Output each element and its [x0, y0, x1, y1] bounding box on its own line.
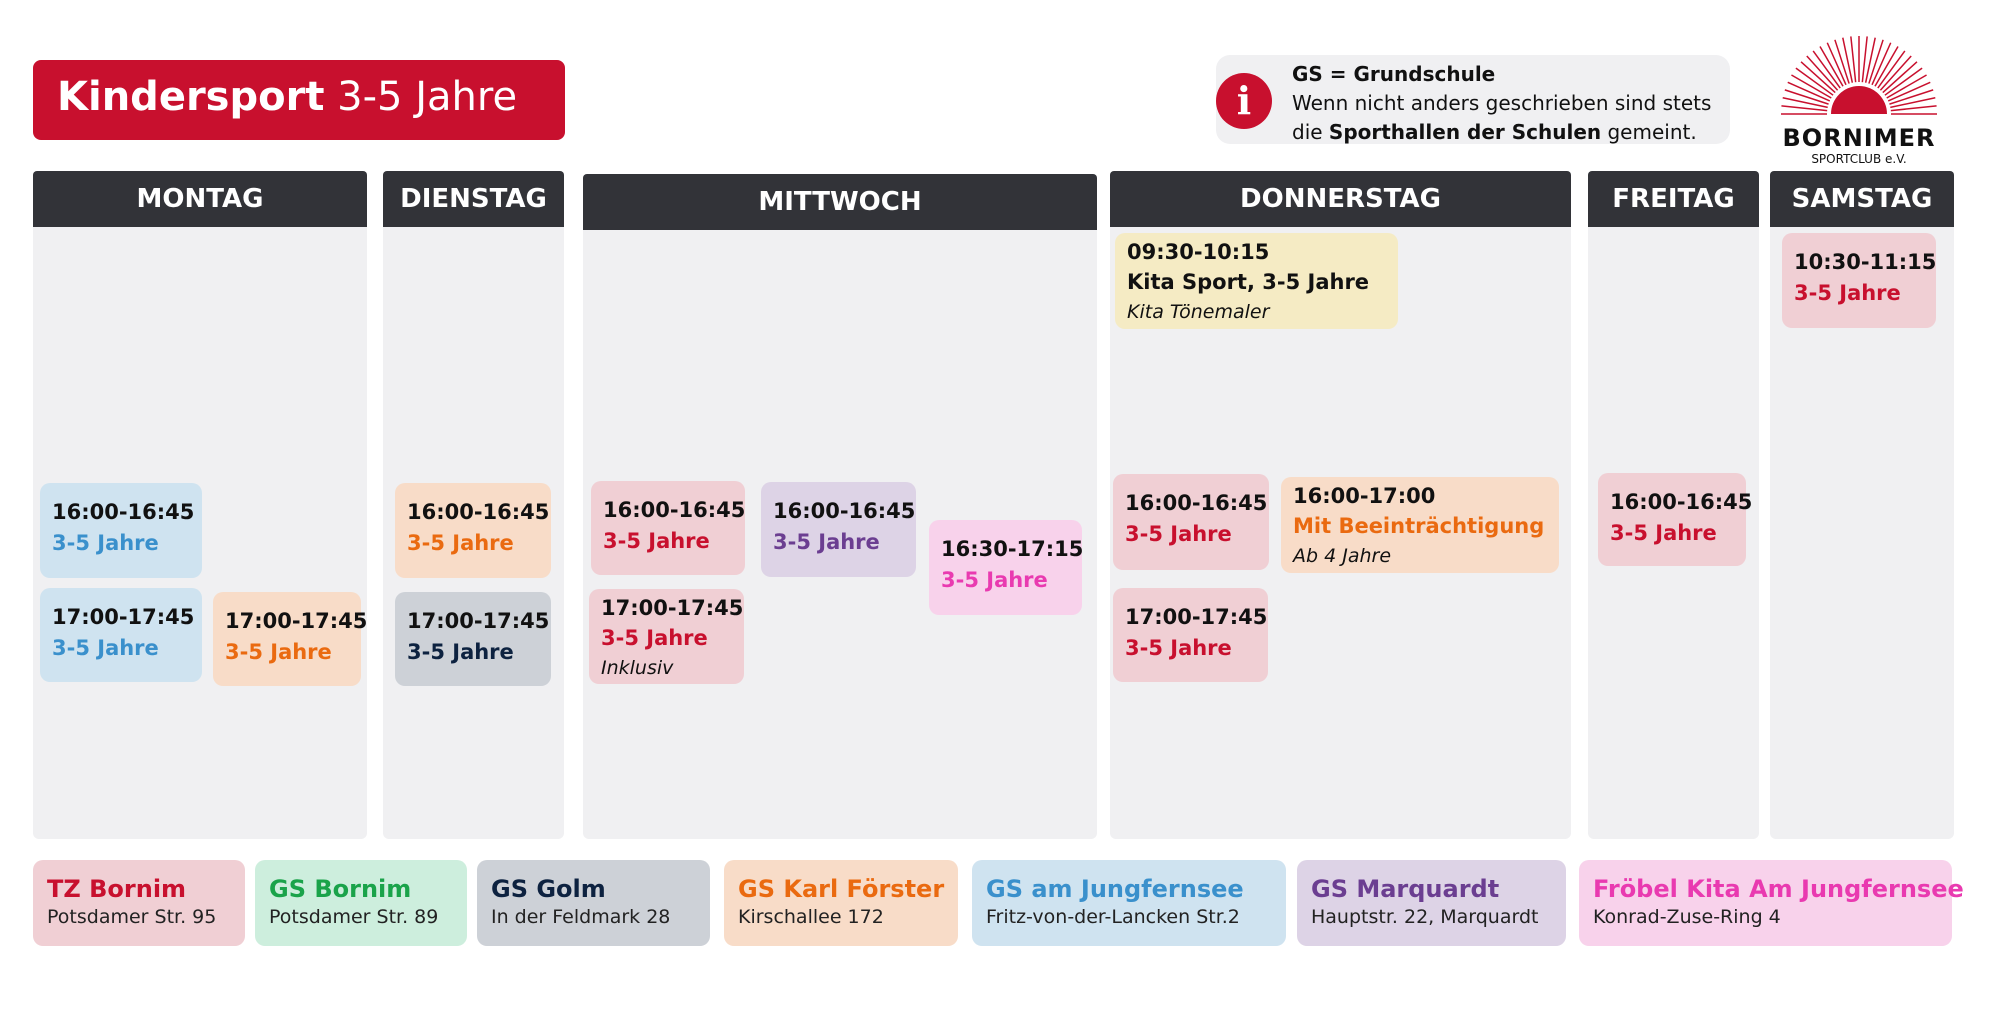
card-time: 16:00-16:45 [603, 498, 746, 522]
location-legend-item: GS Karl Förster Kirschallee 172 [724, 860, 958, 946]
location-legend-item: TZ Bornim Potsdamer Str. 95 [33, 860, 245, 946]
info-line1: GS = Grundschule [1292, 62, 1496, 86]
day-header: FREITAG [1588, 171, 1759, 227]
class-card: 16:00-16:45 3-5 Jahre [1598, 473, 1753, 566]
class-card: 16:00-17:00 Mit Beeinträchtigung Ab 4 Jahr… [1281, 477, 1559, 573]
day-header: MITTWOCH [583, 174, 1097, 230]
class-card: 17:00-17:45 3-5 Jahre [395, 592, 551, 686]
location-legend-item: GS Bornim Potsdamer Str. 89 [255, 860, 467, 946]
card-label: 3-5 Jahre [52, 531, 159, 555]
class-card: 16:30-17:15 3-5 Jahre [929, 520, 1084, 615]
card-label: 3-5 Jahre [407, 531, 514, 555]
card-label: 3-5 Jahre [1125, 636, 1232, 660]
location-name: GS am Jungfernsee [986, 875, 1244, 903]
info-box: i GS = Grundschule Wenn nicht anders ges… [1216, 55, 1730, 144]
class-card: 16:00-16:45 3-5 Jahre [761, 482, 916, 577]
card-time: 17:00-17:45 [225, 609, 368, 633]
location-legend-item: Fröbel Kita Am Jungfernsee Konrad-Zuse-Ri… [1579, 860, 1964, 946]
card-label: 3-5 Jahre [1794, 281, 1901, 305]
club-logo: BORNIMER SPORTCLUB e.V. [1779, 26, 1939, 166]
card-time: 09:30-10:15 [1127, 240, 1270, 264]
location-name: GS Bornim [269, 875, 412, 903]
class-card: 16:00-16:45 3-5 Jahre [395, 483, 551, 578]
card-time: 16:30-17:15 [941, 537, 1084, 561]
info-line3: die Sporthallen der Schulen gemeint. [1292, 120, 1697, 144]
class-card: 10:30-11:15 3-5 Jahre [1782, 233, 1936, 328]
card-time: 17:00-17:45 [601, 596, 744, 620]
card-label: 3-5 Jahre [52, 636, 159, 660]
location-name: GS Karl Förster [738, 875, 945, 903]
card-time: 16:00-16:45 [52, 500, 195, 524]
card-time: 16:00-17:00 [1293, 484, 1436, 508]
location-address: Potsdamer Str. 95 [47, 906, 217, 928]
card-time: 17:00-17:45 [1125, 605, 1268, 629]
card-label: 3-5 Jahre [1610, 521, 1717, 545]
info-icon: i [1216, 73, 1272, 129]
day-header: DIENSTAG [383, 171, 564, 227]
location-address: Konrad-Zuse-Ring 4 [1593, 906, 1781, 928]
class-card: 17:00-17:45 3-5 Jahre Inklusiv [589, 589, 744, 684]
location-address: Kirschallee 172 [738, 906, 884, 928]
location-name: Fröbel Kita Am Jungfernsee [1593, 875, 1964, 903]
class-card: 16:00-16:45 3-5 Jahre [591, 481, 745, 575]
card-label: 3-5 Jahre [407, 640, 514, 664]
card-note: Inklusiv [601, 657, 674, 679]
card-label: 3-5 Jahre [1125, 522, 1232, 546]
sun-logo-icon [1781, 36, 1937, 115]
page-title: Kindersport 3-5 Jahre [33, 60, 565, 140]
logo-sub: SPORTCLUB e.V. [1811, 152, 1907, 166]
logo-name: BORNIMER [1782, 124, 1936, 152]
card-time: 16:00-16:45 [1610, 490, 1753, 514]
class-card: 17:00-17:45 3-5 Jahre [213, 592, 368, 686]
card-label: Kita Sport, 3-5 Jahre [1127, 270, 1370, 294]
title-bold: Kindersport [57, 74, 325, 120]
card-label: 3-5 Jahre [603, 529, 710, 553]
card-label: 3-5 Jahre [773, 530, 880, 554]
class-card: 09:30-10:15 Kita Sport, 3-5 Jahre Kita Tön… [1115, 233, 1398, 329]
location-name: GS Golm [491, 875, 606, 903]
location-address: In der Feldmark 28 [491, 906, 671, 928]
location-legend-item: GS Marquardt Hauptstr. 22, Marquardt [1297, 860, 1566, 946]
day-header: MONTAG [33, 171, 367, 227]
location-legend-item: GS Golm In der Feldmark 28 [477, 860, 710, 946]
card-time: 10:30-11:15 [1794, 250, 1937, 274]
card-time: 16:00-16:45 [1125, 491, 1268, 515]
card-note: Ab 4 Jahre [1293, 545, 1392, 567]
card-time: 17:00-17:45 [52, 605, 195, 629]
location-name: TZ Bornim [47, 875, 187, 903]
location-address: Fritz-von-der-Lancken Str.2 [986, 906, 1240, 928]
title-rest: 3-5 Jahre [337, 74, 518, 120]
location-legend-item: GS am Jungfernsee Fritz-von-der-Lancken S… [972, 860, 1286, 946]
day-header: DONNERSTAG [1110, 171, 1571, 227]
card-time: 16:00-16:45 [773, 499, 916, 523]
card-time: 16:00-16:45 [407, 500, 550, 524]
card-label: 3-5 Jahre [225, 640, 332, 664]
card-label: Mit Beeinträchtigung [1293, 514, 1545, 538]
location-address: Potsdamer Str. 89 [269, 906, 439, 928]
info-line2: Wenn nicht anders geschrieben sind stets [1292, 91, 1712, 115]
card-label: 3-5 Jahre [941, 568, 1048, 592]
class-card: 16:00-16:45 3-5 Jahre [1113, 474, 1269, 570]
card-time: 17:00-17:45 [407, 609, 550, 633]
location-address: Hauptstr. 22, Marquardt [1311, 906, 1539, 928]
class-card: 17:00-17:45 3-5 Jahre [40, 588, 202, 682]
card-label: 3-5 Jahre [601, 626, 708, 650]
class-card: 16:00-16:45 3-5 Jahre [40, 483, 202, 578]
location-name: GS Marquardt [1311, 875, 1500, 903]
class-card: 17:00-17:45 3-5 Jahre [1113, 588, 1268, 682]
day-header: SAMSTAG [1770, 171, 1954, 227]
card-note: Kita Tönemaler [1127, 301, 1270, 323]
